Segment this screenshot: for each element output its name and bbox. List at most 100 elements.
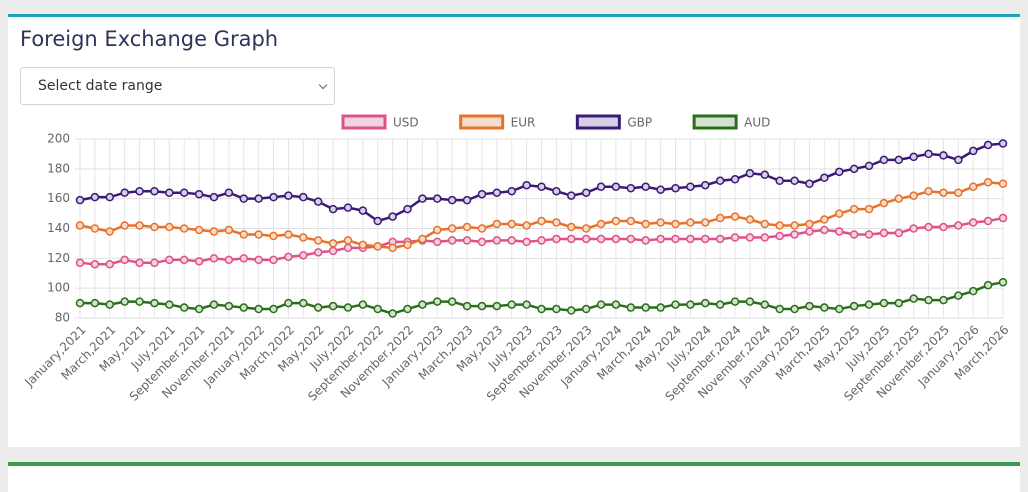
date-range-select[interactable]: Select date range bbox=[20, 67, 335, 105]
point bbox=[269, 192, 278, 202]
point bbox=[954, 221, 963, 230]
point bbox=[760, 219, 770, 229]
point bbox=[447, 297, 457, 306]
point bbox=[656, 218, 665, 227]
y-tick-label: 160 bbox=[47, 191, 70, 205]
point bbox=[328, 246, 338, 256]
point bbox=[284, 298, 293, 308]
point bbox=[105, 260, 115, 269]
y-tick-label: 100 bbox=[47, 281, 70, 295]
point bbox=[894, 155, 904, 165]
point bbox=[656, 234, 665, 244]
point bbox=[165, 255, 174, 265]
point bbox=[581, 188, 591, 197]
point bbox=[254, 304, 263, 314]
point bbox=[820, 225, 829, 235]
point bbox=[254, 194, 263, 203]
point bbox=[924, 186, 933, 196]
point bbox=[537, 304, 546, 314]
point bbox=[388, 243, 397, 253]
point bbox=[686, 300, 695, 309]
point bbox=[730, 297, 740, 306]
point bbox=[864, 300, 874, 309]
point bbox=[537, 236, 546, 245]
point bbox=[552, 234, 561, 244]
point bbox=[968, 286, 978, 296]
y-tick-label: 80 bbox=[55, 311, 70, 325]
point bbox=[596, 219, 606, 229]
point bbox=[343, 303, 353, 312]
point bbox=[209, 254, 219, 263]
point bbox=[790, 176, 799, 186]
point bbox=[834, 167, 844, 177]
point bbox=[462, 195, 472, 205]
point bbox=[760, 170, 770, 180]
point bbox=[284, 252, 293, 262]
point bbox=[715, 176, 725, 186]
point bbox=[998, 277, 1008, 287]
point bbox=[239, 254, 249, 263]
point bbox=[730, 233, 740, 242]
legend-swatch bbox=[575, 114, 621, 130]
point bbox=[239, 230, 249, 239]
point bbox=[641, 219, 650, 229]
point bbox=[998, 179, 1008, 188]
point bbox=[120, 221, 129, 230]
point bbox=[492, 301, 502, 311]
point bbox=[418, 194, 427, 203]
point bbox=[701, 234, 710, 244]
point bbox=[507, 219, 516, 229]
point bbox=[701, 298, 710, 308]
point bbox=[894, 194, 904, 203]
point bbox=[641, 236, 650, 245]
point bbox=[671, 234, 680, 244]
point bbox=[805, 301, 814, 311]
point bbox=[462, 301, 472, 311]
point bbox=[388, 212, 397, 221]
point bbox=[567, 191, 576, 200]
point bbox=[403, 304, 412, 314]
point bbox=[775, 221, 784, 230]
point bbox=[909, 152, 918, 162]
point bbox=[343, 243, 353, 253]
point bbox=[879, 228, 889, 238]
point bbox=[596, 182, 606, 191]
point bbox=[954, 188, 963, 197]
point bbox=[998, 213, 1008, 223]
point bbox=[641, 182, 650, 191]
point bbox=[388, 309, 397, 318]
page: Foreign Exchange Graph Select date range… bbox=[0, 0, 1028, 481]
point bbox=[924, 295, 933, 305]
point bbox=[328, 204, 338, 214]
point bbox=[299, 251, 308, 260]
legend-label: USD bbox=[393, 116, 419, 130]
point bbox=[150, 186, 159, 196]
chart: 80100120140160180200January,2021March,20… bbox=[22, 114, 1012, 404]
point bbox=[492, 219, 502, 229]
point bbox=[224, 225, 234, 235]
point bbox=[150, 258, 159, 268]
legend-label: GBP bbox=[627, 116, 652, 130]
point bbox=[477, 224, 487, 233]
point bbox=[552, 218, 561, 227]
point bbox=[477, 237, 487, 247]
point bbox=[909, 191, 918, 200]
point bbox=[507, 186, 516, 196]
next-card bbox=[8, 462, 1020, 492]
point bbox=[834, 209, 844, 218]
point bbox=[299, 298, 308, 308]
point bbox=[90, 192, 100, 202]
point bbox=[924, 222, 933, 232]
y-tick-label: 120 bbox=[47, 251, 70, 265]
point bbox=[403, 240, 412, 250]
point bbox=[805, 219, 814, 229]
point bbox=[581, 224, 591, 233]
legend-swatch bbox=[341, 114, 387, 130]
point bbox=[879, 155, 889, 165]
point bbox=[954, 155, 963, 165]
point bbox=[849, 230, 859, 239]
point bbox=[626, 183, 636, 193]
point bbox=[820, 303, 829, 312]
point bbox=[849, 301, 859, 311]
point bbox=[179, 224, 189, 233]
